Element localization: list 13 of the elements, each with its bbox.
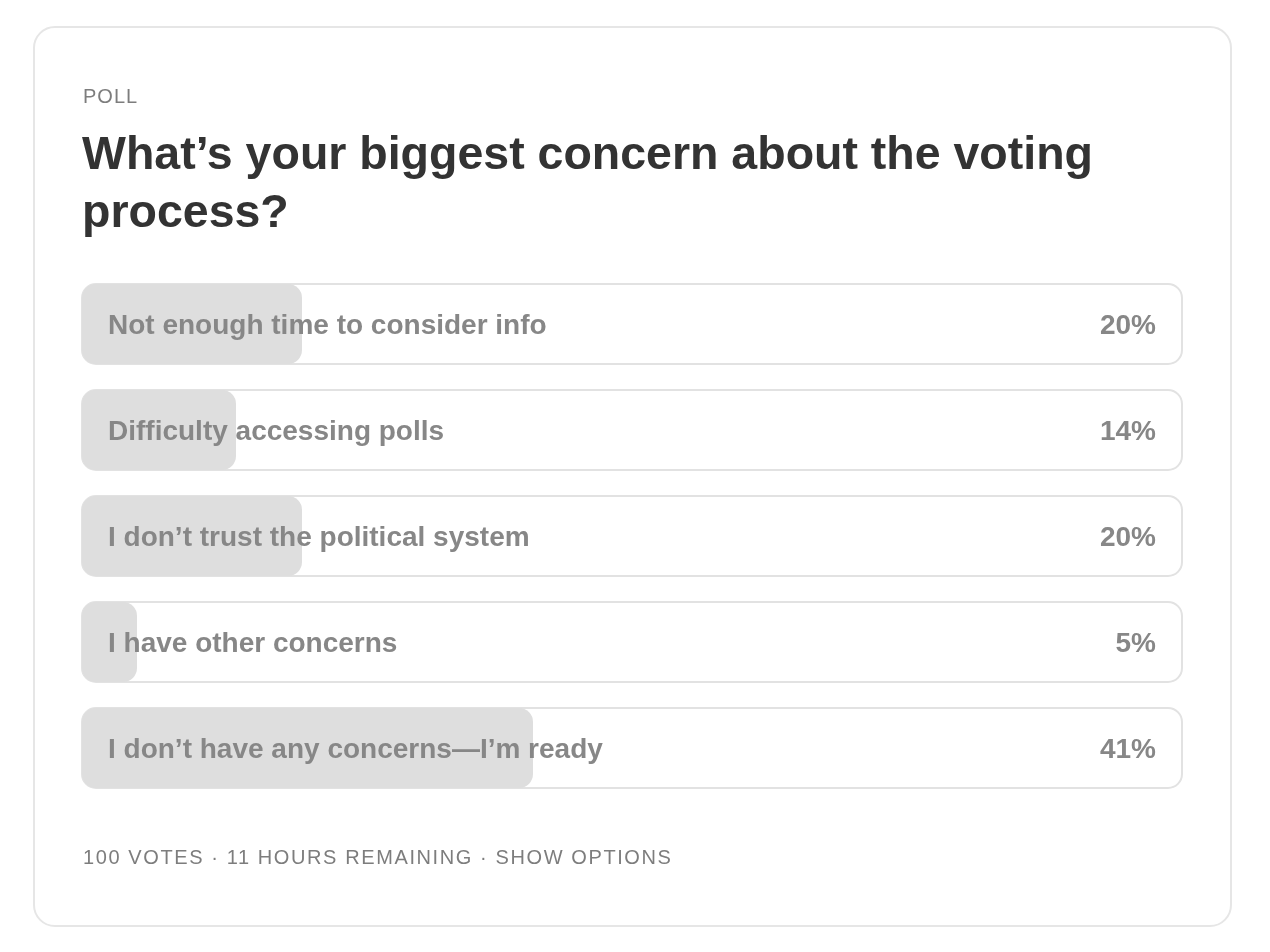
y-tick-label: I have other concerns <box>108 626 398 658</box>
y-tick-label: Not enough time to consider info <box>108 308 547 340</box>
chart-title: What’s your biggest concern about the voting process? <box>82 126 1094 239</box>
data-label: 20% <box>1099 308 1157 340</box>
data-label: 5% <box>1115 626 1157 658</box>
y-tick-label: I don’t trust the political system <box>108 520 530 552</box>
y-tick-label: I don’t have any concerns—I’m ready <box>108 732 604 764</box>
text: 100 VOTES · 11 HOURS REMAINING · SHOW OPTIONS <box>83 845 673 869</box>
data-label: 41% <box>1099 732 1157 764</box>
text: POLL <box>83 84 139 108</box>
y-tick-label: Difficulty accessing polls <box>108 414 445 446</box>
data-label: 20% <box>1099 520 1157 552</box>
data-label: 14% <box>1099 414 1157 446</box>
